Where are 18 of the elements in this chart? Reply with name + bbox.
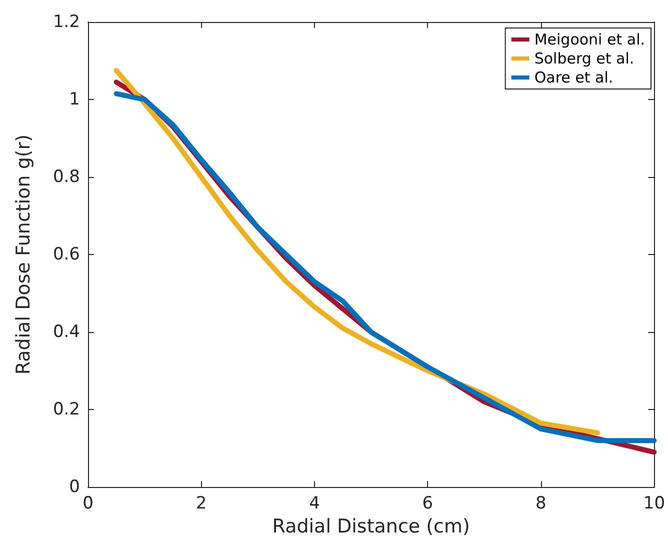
x-tick-label: 4 (309, 494, 320, 514)
x-tick-label: 0 (82, 494, 94, 514)
legend-label: Meigooni et al. (534, 30, 646, 48)
x-tick-label: 10 (643, 494, 666, 514)
y-tick-label: 1.2 (52, 12, 80, 32)
legend-label: Oare et al. (534, 68, 614, 86)
y-tick-label: 0.2 (52, 400, 80, 420)
x-axis-title: Radial Distance (cm) (272, 516, 470, 538)
x-tick-label: 8 (536, 494, 546, 514)
y-tick-label: 1 (69, 90, 80, 110)
x-tick-label: 2 (196, 494, 207, 514)
legend-label: Solberg et al. (534, 50, 634, 68)
x-tick-label: 6 (422, 494, 434, 514)
y-tick-label: 0.6 (52, 244, 80, 265)
y-tick-label: 0.4 (52, 322, 80, 342)
y-tick-label: 0 (69, 477, 80, 498)
y-tick-label: 0.8 (52, 167, 80, 188)
y-axis-title: Radial Dose Function g(r) (12, 134, 34, 375)
